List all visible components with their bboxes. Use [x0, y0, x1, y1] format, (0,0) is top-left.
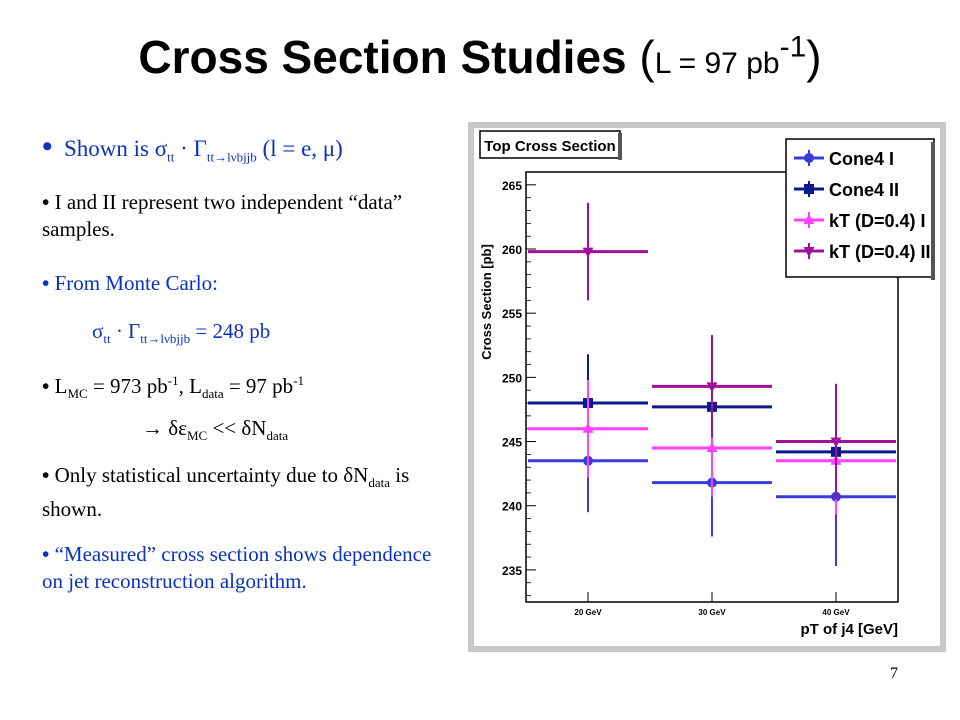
cross-section-chart: Top Cross Section 2352402452502552602652… — [468, 122, 946, 652]
data-point-kt-d-0-4-ii — [830, 437, 842, 448]
y-tick-label: 250 — [502, 371, 522, 385]
legend-label-kt-d-0-4-i: kT (D=0.4) I — [829, 211, 926, 231]
chart-title-box — [479, 130, 621, 159]
b4-s1: MC — [67, 386, 88, 402]
b1-text: Shown is σ — [64, 136, 168, 161]
page-number: 7 — [890, 665, 898, 682]
legend-marker-kt-d-0-4-ii — [803, 247, 815, 257]
y-tick-label: 265 — [502, 179, 522, 193]
b2-text: I and II represent two independent “data… — [42, 190, 403, 241]
b4f-a: → δε — [142, 416, 187, 440]
bullet-luminosity: • LMC = 973 pb-1, Ldata = 97 pb-1 — [42, 373, 305, 402]
b4-p2: -1 — [293, 373, 305, 388]
legend-group: Cone4 I Cone4 II kT (D=0.4) I kT (D=0.4) II — [794, 149, 931, 262]
b5-a: Only statistical uncertainty due to δN — [54, 463, 369, 487]
data-point-kt-d-0-4-ii — [706, 382, 718, 393]
formula-mc-cross-section: σtt · Γtt→lνbjjb = 248 pb — [92, 318, 492, 352]
b3f-sub1: tt — [103, 331, 111, 347]
axes-group: 235 240 245 250 255 260 265 20 GeV 30 GeV 40 GeV — [502, 171, 850, 617]
b5-b: is shown. — [42, 463, 410, 522]
b1-tail: (l = e, μ) — [256, 136, 343, 161]
data-point-kt-d-0-4-ii — [582, 247, 594, 258]
chart-title: Top Cross Section — [484, 138, 615, 155]
legend-marker-kt-d-0-4-i — [803, 214, 815, 224]
b3f-mid: · Γ — [110, 319, 141, 343]
title-luminosity-exponent: -1 — [779, 30, 807, 64]
title-luminosity: L = 97 pb — [654, 47, 780, 80]
b4-m2: = 97 pb — [223, 374, 294, 398]
b4-l1: L — [54, 374, 68, 398]
y-tick-label: 260 — [502, 243, 522, 257]
legend-marker-cone4-ii — [804, 184, 814, 194]
b4f-b: << δN — [207, 416, 267, 440]
y-tick-label: 255 — [502, 307, 522, 321]
y-axis-label: Cross Section [pb] — [479, 244, 494, 360]
bullet-measured-cross-section: • “Measured” cross section shows depende… — [42, 542, 432, 593]
formula-efficiency: → δεMC << δNdata — [142, 415, 542, 449]
b1-sub1: tt — [167, 149, 175, 165]
slide-title: Cross Section Studies (L = 97 pb-1) — [0, 30, 960, 84]
b3f-tail: = 248 pb — [190, 319, 271, 343]
b1-sub2: tt→lνbjjb — [206, 149, 257, 165]
title-paren-open: ( — [639, 31, 655, 83]
b4f-s2: data — [266, 428, 289, 444]
data-marks-group — [528, 202, 896, 567]
legend-label-kt-d-0-4-ii: kT (D=0.4) II — [829, 242, 931, 262]
b4-p1: -1 — [167, 373, 179, 388]
b5-s1: data — [368, 475, 391, 491]
x-tick-label: 40 GeV — [822, 608, 850, 617]
bullet-monte-carlo: • From Monte Carlo: — [42, 271, 218, 295]
bullet-independent-samples: • I and II represent two independent “da… — [42, 190, 403, 241]
b3f-sub2: tt→lνbjjb — [140, 331, 191, 347]
data-point-kt-d-0-4-i — [582, 422, 594, 433]
b3f-text: σ — [92, 319, 104, 343]
legend-label-cone4-ii: Cone4 II — [829, 180, 899, 200]
data-point-kt-d-0-4-i — [706, 441, 718, 452]
bullet-shown-is: • Shown is σtt · Γtt→lνbjjb (l = e, μ) — [42, 130, 343, 165]
y-tick-label: 235 — [502, 564, 522, 578]
chart-title-shadow — [618, 133, 622, 160]
b4-l2: , L — [178, 374, 202, 398]
b4f-s1: MC — [186, 428, 208, 444]
legend-marker-cone4-i — [804, 153, 814, 163]
x-tick-label: 30 GeV — [698, 608, 726, 617]
b1-mid: · Γ — [174, 136, 207, 161]
x-tick-label: 20 GeV — [574, 608, 602, 617]
y-tick-label: 245 — [502, 436, 522, 450]
y-tick-label: 240 — [502, 500, 522, 514]
b4-s2: data — [201, 386, 224, 402]
legend-shadow — [931, 142, 935, 280]
bullet-statistical-uncertainty: • Only statistical uncertainty due to δN… — [42, 463, 410, 522]
b3-text: From Monte Carlo: — [54, 271, 218, 295]
legend-label-cone4-i: Cone4 I — [829, 149, 894, 169]
title-paren-close: ) — [806, 31, 822, 83]
b4-m1: = 973 pb — [87, 374, 168, 398]
b6-text: “Measured” cross section shows dependenc… — [42, 542, 432, 593]
title-main: Cross Section Studies — [138, 31, 627, 83]
x-axis-label: pT of j4 [GeV] — [801, 621, 899, 638]
